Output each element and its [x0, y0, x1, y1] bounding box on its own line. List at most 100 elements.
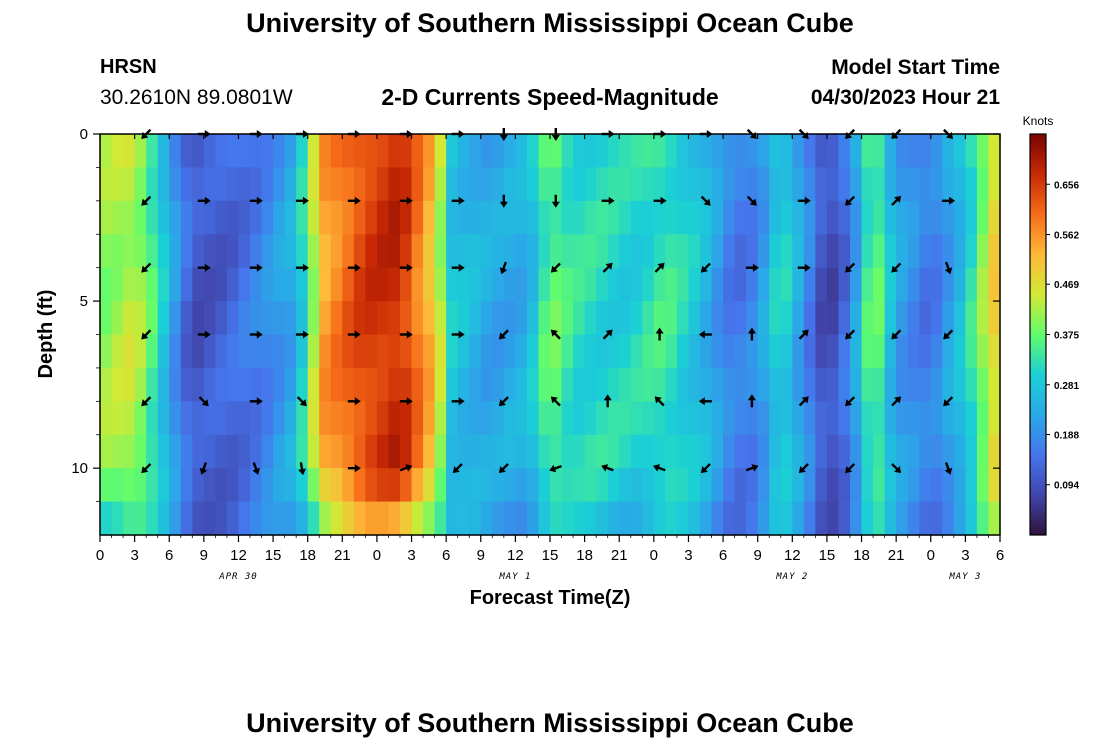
heatmap-cell: [215, 501, 228, 536]
heatmap-cell: [330, 167, 343, 202]
heatmap-cell: [480, 200, 493, 235]
heatmap-cell: [353, 334, 366, 369]
heatmap-cell: [261, 234, 274, 269]
heatmap-cell: [907, 434, 920, 469]
date-label: APR 30: [218, 572, 258, 582]
heatmap-cell: [792, 267, 805, 302]
heatmap-cell: [457, 501, 470, 536]
heatmap-cell: [573, 501, 586, 536]
heatmap-cell: [469, 434, 482, 469]
heatmap-cell: [642, 167, 655, 202]
heatmap-cell: [238, 468, 251, 503]
colorbar-tick-label: 0.656: [1054, 180, 1079, 191]
current-arrow: [845, 262, 856, 273]
x-tick-label: 9: [754, 547, 762, 564]
heatmap-cell: [503, 501, 516, 536]
heatmap-cell: [884, 234, 897, 269]
heatmap-cell: [942, 234, 955, 269]
heatmap-cell: [907, 267, 920, 302]
heatmap-cell: [734, 200, 747, 235]
current-arrow: [654, 396, 665, 407]
heatmap-cell: [469, 267, 482, 302]
heatmap-cell: [550, 200, 563, 235]
x-tick-label: 9: [477, 547, 485, 564]
heatmap-cell: [319, 334, 332, 369]
heatmap-cell: [953, 468, 966, 503]
x-tick-label: 6: [996, 547, 1004, 564]
heatmap-cell: [930, 301, 943, 336]
heatmap-cell: [515, 301, 528, 336]
heatmap-cell: [284, 468, 297, 503]
heatmap-cell: [584, 267, 597, 302]
current-arrow: [845, 396, 856, 407]
heatmap-cell: [596, 367, 609, 402]
heatmap-cell: [815, 200, 828, 235]
heatmap-cell: [550, 468, 563, 503]
heatmap-cell: [619, 234, 632, 269]
heatmap-cell: [930, 468, 943, 503]
heatmap-cell: [619, 434, 632, 469]
heatmap-cell: [423, 267, 436, 302]
heatmap-cell: [780, 200, 793, 235]
heatmap-cell: [307, 501, 320, 536]
heatmap-cell: [653, 501, 666, 536]
heatmap-cell: [365, 267, 378, 302]
heatmap-cell: [492, 334, 505, 369]
current-arrow: [298, 462, 307, 476]
heatmap-cell: [353, 501, 366, 536]
heatmap-cell: [284, 234, 297, 269]
heatmap-cell: [826, 134, 840, 169]
heatmap-cell: [446, 167, 459, 202]
heatmap-cell: [930, 434, 943, 469]
heatmap-cell: [723, 401, 736, 436]
heatmap-cell: [434, 301, 447, 336]
heatmap-cell: [250, 401, 263, 436]
heatmap-cell: [296, 134, 309, 169]
heatmap-cell: [342, 401, 355, 436]
heatmap-cell: [434, 167, 447, 202]
heatmap-cell: [330, 301, 343, 336]
heatmap-cell: [769, 234, 782, 269]
current-arrow: [601, 464, 614, 472]
heatmap-cell: [411, 267, 424, 302]
heatmap-cell: [503, 200, 516, 235]
heatmap-cell: [619, 134, 632, 169]
heatmap-cell: [134, 234, 147, 269]
heatmap-cell: [861, 367, 874, 402]
heatmap-cell: [700, 468, 713, 503]
heatmap-cell: [134, 134, 147, 169]
y-axis-label: Depth (ft): [35, 290, 57, 379]
heatmap-cell: [746, 134, 759, 169]
heatmap-cell: [226, 134, 240, 169]
heatmap-cell: [492, 234, 505, 269]
heatmap-cell: [723, 200, 736, 235]
heatmap-cell: [619, 301, 632, 336]
heatmap-cell: [157, 200, 170, 235]
heatmap-cell: [676, 367, 690, 402]
heatmap-cell: [780, 334, 793, 369]
current-arrow: [295, 330, 309, 339]
heatmap-cell: [550, 401, 563, 436]
current-arrow: [798, 463, 809, 474]
heatmap-cell: [330, 401, 343, 436]
heatmap-cell: [642, 334, 655, 369]
heatmap-cell: [353, 301, 366, 336]
heatmap-cell: [838, 334, 851, 369]
heatmap-cell: [100, 401, 113, 436]
current-arrow: [942, 196, 956, 205]
heatmap-cell: [780, 134, 793, 169]
heatmap-cell: [353, 234, 366, 269]
current-arrows: [141, 128, 956, 476]
heatmap-cell: [169, 367, 182, 402]
heatmap-cell: [469, 501, 482, 536]
heatmap-cell: [607, 200, 620, 235]
heatmap-cell: [642, 200, 655, 235]
heatmap-cell: [688, 167, 701, 202]
heatmap-cell: [769, 167, 782, 202]
heatmap-cell: [919, 401, 932, 436]
heatmap-cell: [376, 334, 390, 369]
heatmap-cell: [700, 200, 713, 235]
heatmap-cell: [319, 501, 332, 536]
heatmap-cell: [826, 501, 840, 536]
heatmap-cell: [700, 434, 713, 469]
